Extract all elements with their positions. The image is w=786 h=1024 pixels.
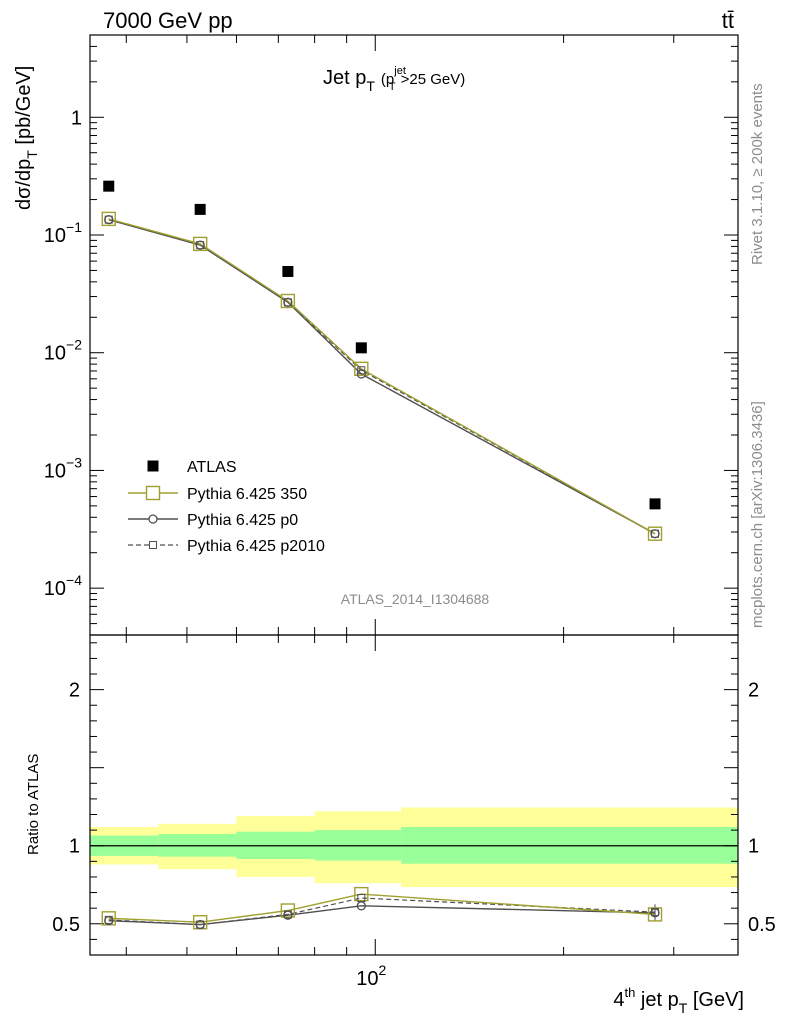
legend-marker-atlas xyxy=(147,460,159,472)
marker-atlas xyxy=(282,265,294,277)
marker-atlas xyxy=(103,180,115,192)
main-series xyxy=(101,180,663,541)
ratio-marker-350 xyxy=(354,886,369,902)
marker-350 xyxy=(192,236,208,252)
legend-label: ATLAS xyxy=(187,459,237,476)
main-ytick-label: 1 xyxy=(71,107,82,129)
marker-350 xyxy=(280,293,296,309)
ratio-frame xyxy=(89,634,739,956)
main-ylabel: dσ/dpT [pb/GeV] xyxy=(13,66,40,210)
ratio-line-350 xyxy=(108,893,656,923)
main-axis-ticks: 1 10−1 10−2 10−3 10−4 xyxy=(44,34,738,636)
ratio-axis-ticks: 0.5 0.5 1 1 2 2 102 xyxy=(52,635,776,990)
ratio-ytick-label-right: 0.5 xyxy=(748,914,776,936)
ratio-marker-p0 xyxy=(650,908,660,918)
legend-marker-p2010 xyxy=(149,541,157,549)
series-line-p2010 xyxy=(108,219,656,535)
ratio-ytick-label-right: 2 xyxy=(748,680,759,702)
legend-marker-350 xyxy=(145,485,161,501)
marker-350 xyxy=(101,211,116,227)
legend-label: Pythia 6.425 350 xyxy=(187,486,307,503)
header-right: tt̄ xyxy=(722,8,734,33)
main-ytick-label: 10−4 xyxy=(44,572,82,600)
main-ytick-label: 10−1 xyxy=(44,219,82,247)
marker-p0 xyxy=(283,297,293,307)
legend-label: Pythia 6.425 p2010 xyxy=(187,538,325,555)
marker-350 xyxy=(354,361,369,377)
series-line-350 xyxy=(108,218,656,535)
ratio-marker-p0 xyxy=(283,910,293,920)
marker-p0 xyxy=(650,529,660,539)
marker-p2010 xyxy=(357,366,366,375)
ratio-line-p0 xyxy=(108,905,656,926)
ratio-ytick-label-right: 1 xyxy=(748,836,759,858)
ratio-series xyxy=(101,886,663,930)
main-ytick-label: 10−2 xyxy=(44,337,82,365)
analysis-label: ATLAS_2014_I1304688 xyxy=(341,591,490,607)
ratio-ylabel: Ratio to ATLAS xyxy=(25,754,42,855)
legend-label: Pythia 6.425 p0 xyxy=(187,512,298,529)
ratio-marker-p0 xyxy=(356,901,366,911)
ratio-marker-350 xyxy=(280,903,296,918)
ratio-line-p2010 xyxy=(108,897,656,926)
main-ytick-label: 10−3 xyxy=(44,454,82,482)
xtick-label: 102 xyxy=(356,962,386,990)
ratio-bands xyxy=(90,807,738,888)
ratio-marker-350 xyxy=(647,907,663,922)
ratio-ytick-label: 0.5 xyxy=(52,914,80,936)
ratio-marker-p0 xyxy=(104,916,114,926)
rivet-label: Rivet 3.1.10, ≥ 200k events xyxy=(749,83,766,265)
marker-atlas xyxy=(355,342,367,354)
marker-atlas xyxy=(194,203,206,215)
ratio-ytick-label: 2 xyxy=(69,680,80,702)
marker-p0 xyxy=(104,215,114,225)
ratio-marker-p0 xyxy=(195,919,205,930)
x-axis-label: 4th jet pT [GeV] xyxy=(613,985,744,1016)
marker-p0 xyxy=(195,240,205,250)
legend: ATLAS Pythia 6.425 350 Pythia 6.425 p0 Pyth… xyxy=(128,459,325,555)
legend-marker-p0 xyxy=(148,514,158,524)
main-title: Jet pT (pjet T >25 GeV) xyxy=(323,65,465,94)
header-left: 7000 GeV pp xyxy=(103,8,233,33)
series-line-p0 xyxy=(108,219,656,535)
ratio-ytick-label: 1 xyxy=(69,836,80,858)
marker-p0 xyxy=(356,369,366,379)
marker-350 xyxy=(647,526,663,541)
marker-atlas xyxy=(649,498,661,510)
mcplots-label: mcplots.cern.ch [arXiv:1306.3436] xyxy=(749,401,766,628)
